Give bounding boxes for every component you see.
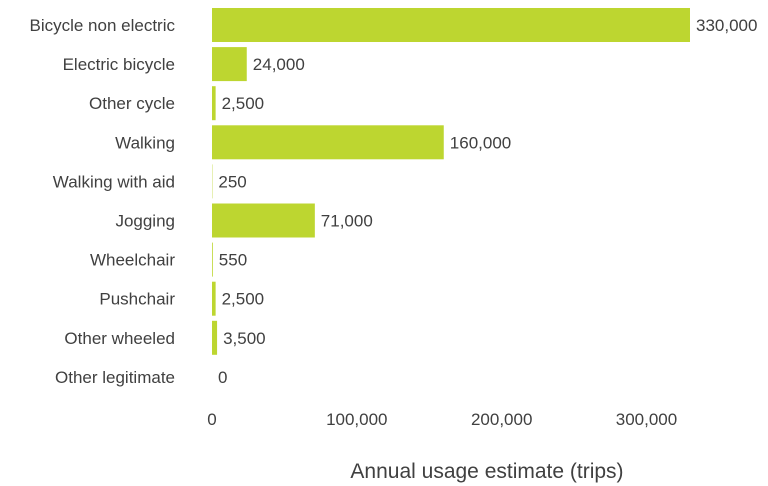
bar-2 — [212, 86, 216, 121]
category-label: Electric bicycle — [63, 55, 175, 74]
value-label: 0 — [218, 368, 227, 387]
value-label: 330,000 — [696, 16, 757, 35]
value-labels: 330,000 24,000 2,500 160,000 250 71,000 550 2,5… — [218, 16, 757, 387]
bar-8 — [212, 320, 218, 355]
bar-5 — [212, 203, 315, 238]
category-label: Wheelchair — [90, 251, 175, 270]
x-axis-ticks: 0 100,000 200,000 300,000 — [207, 410, 677, 429]
value-label: 550 — [219, 251, 247, 270]
bars-layer — [212, 8, 690, 355]
value-label: 160,000 — [450, 133, 511, 152]
bar-7 — [212, 281, 216, 316]
bar-1 — [212, 47, 247, 82]
x-tick-label: 300,000 — [616, 410, 677, 429]
category-label: Walking — [115, 133, 175, 152]
value-label: 71,000 — [321, 212, 373, 231]
x-axis-title: Annual usage estimate (trips) — [350, 460, 623, 483]
value-label: 250 — [218, 172, 246, 191]
category-label: Bicycle non electric — [29, 16, 175, 35]
bar-0 — [212, 8, 690, 42]
bar-3 — [212, 125, 444, 160]
value-label: 3,500 — [223, 329, 266, 348]
value-label: 2,500 — [222, 94, 265, 113]
category-label: Other legitimate — [55, 368, 175, 387]
category-label: Other cycle — [89, 94, 175, 113]
x-tick-label: 100,000 — [326, 410, 387, 429]
category-label: Pushchair — [99, 290, 175, 309]
value-label: 24,000 — [253, 55, 305, 74]
value-label: 2,500 — [222, 290, 265, 309]
category-label: Other wheeled — [64, 329, 175, 348]
x-tick-label: 0 — [207, 410, 216, 429]
bar-6 — [212, 242, 213, 277]
category-label: Walking with aid — [53, 172, 175, 191]
category-label: Jogging — [115, 212, 175, 231]
x-tick-label: 200,000 — [471, 410, 532, 429]
category-labels: Bicycle non electric Electric bicycle Othe… — [29, 16, 175, 387]
